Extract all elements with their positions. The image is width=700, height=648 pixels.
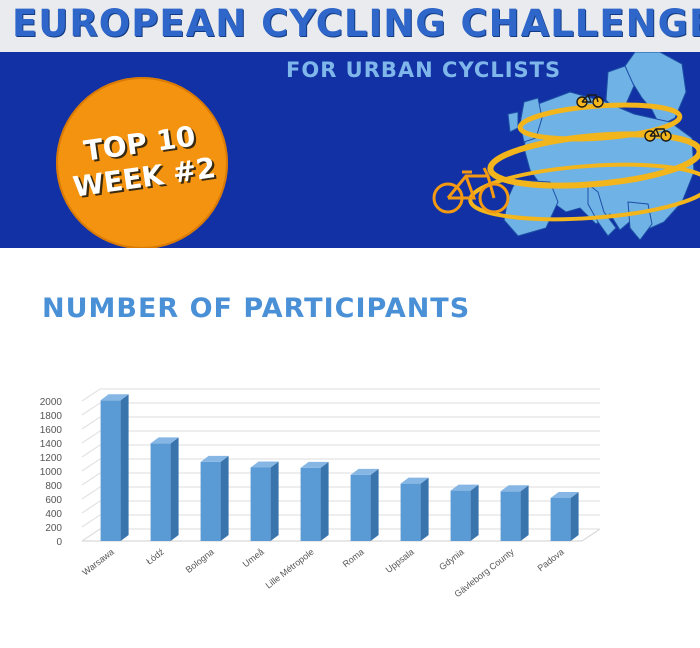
- bar-front: [400, 483, 421, 541]
- badge-text: TOP 10 WEEK #2: [52, 115, 232, 206]
- bar-front: [550, 497, 571, 541]
- gridline-side: [81, 444, 101, 458]
- bar: [150, 437, 179, 541]
- banner: FOR URBAN CYCLISTS TOP 10 WEEK #2: [0, 52, 700, 248]
- bar: [500, 485, 529, 541]
- page-subtitle: FOR URBAN CYCLISTS: [286, 58, 562, 82]
- bar-top: [250, 461, 279, 468]
- bar-side: [570, 491, 579, 541]
- bar: [300, 461, 329, 541]
- bar-top: [500, 485, 529, 492]
- chart-bars: [100, 394, 579, 541]
- bar-front: [100, 400, 121, 541]
- gridline-side: [81, 430, 101, 444]
- y-tick-label: 200: [45, 523, 62, 534]
- y-tick-label: 0: [56, 537, 62, 548]
- bar: [100, 394, 129, 541]
- bar-side: [520, 485, 529, 541]
- bar-side: [320, 461, 329, 541]
- gridline-side: [81, 528, 101, 542]
- x-tick-label: Lille Métropole: [264, 547, 316, 591]
- bar: [350, 468, 379, 541]
- bar-front: [300, 467, 321, 541]
- bar-front: [200, 461, 221, 541]
- bar: [200, 455, 229, 541]
- y-tick-label: 1000: [40, 467, 63, 478]
- bar-side: [120, 394, 129, 541]
- x-tick-label: Warsawa: [80, 547, 115, 578]
- bar-front: [250, 467, 271, 541]
- gridline-side: [81, 416, 101, 430]
- y-axis-ticks: 0 200 400 600 800 1000 1200 1400 1600 1800 2000: [40, 397, 63, 548]
- gridline-side: [81, 472, 101, 486]
- y-tick-label: 400: [45, 509, 62, 520]
- europe-map-icon: [432, 52, 700, 241]
- bar-side: [420, 477, 429, 541]
- y-tick-label: 800: [45, 481, 62, 492]
- bar: [550, 491, 579, 541]
- gridline-side: [81, 388, 101, 402]
- bar-top: [150, 437, 179, 444]
- x-tick-label: Roma: [341, 547, 366, 570]
- section-heading: NUMBER OF PARTICIPANTS: [42, 293, 471, 324]
- participants-chart: 0 200 400 600 800 1000 1200 1400 1600 1800 2000 Wa…: [40, 388, 601, 599]
- bar: [250, 461, 279, 541]
- x-tick-label: Łódź: [144, 546, 166, 566]
- y-tick-label: 1200: [40, 453, 63, 464]
- gridline-side: [81, 402, 101, 416]
- y-tick-label: 1400: [40, 439, 63, 450]
- bar-top: [350, 468, 379, 475]
- bar-top: [200, 455, 229, 462]
- bicycle-icon: [644, 128, 672, 142]
- header-band: EUROPEAN CYCLING CHALLENGE: [0, 0, 700, 52]
- x-tick-label: Padova: [536, 547, 566, 574]
- bar-side: [170, 437, 179, 541]
- bar-front: [150, 443, 171, 541]
- week-badge: TOP 10 WEEK #2: [56, 77, 228, 248]
- x-tick-label: Gdynia: [437, 547, 466, 572]
- gridline-side: [81, 514, 101, 528]
- bar-side: [370, 468, 379, 541]
- x-tick-label: Umeå: [241, 547, 266, 570]
- x-tick-label: Uppsala: [384, 547, 416, 575]
- bicycle-icon: [432, 167, 510, 214]
- bar-top: [550, 491, 579, 498]
- bar-top: [100, 394, 129, 401]
- bar: [400, 477, 429, 541]
- bar-front: [450, 490, 471, 541]
- bar-side: [470, 484, 479, 541]
- gridline-side: [81, 486, 101, 500]
- bar: [450, 484, 479, 541]
- chart-floor-right: [581, 528, 601, 542]
- y-tick-label: 1600: [40, 425, 63, 436]
- bar-top: [300, 461, 329, 468]
- bar-side: [270, 461, 279, 541]
- y-tick-label: 1800: [40, 411, 63, 422]
- bar-top: [450, 484, 479, 491]
- bar-top: [400, 477, 429, 484]
- gridline-side: [81, 500, 101, 514]
- page-title: EUROPEAN CYCLING CHALLENGE: [12, 2, 700, 45]
- bar-front: [500, 491, 521, 541]
- y-tick-label: 2000: [40, 397, 63, 408]
- x-tick-label: Bologna: [184, 547, 216, 575]
- bicycle-icon: [576, 94, 604, 108]
- y-tick-label: 600: [45, 495, 62, 506]
- bar-front: [350, 474, 371, 541]
- gridline-side: [81, 458, 101, 472]
- bar-side: [220, 455, 229, 541]
